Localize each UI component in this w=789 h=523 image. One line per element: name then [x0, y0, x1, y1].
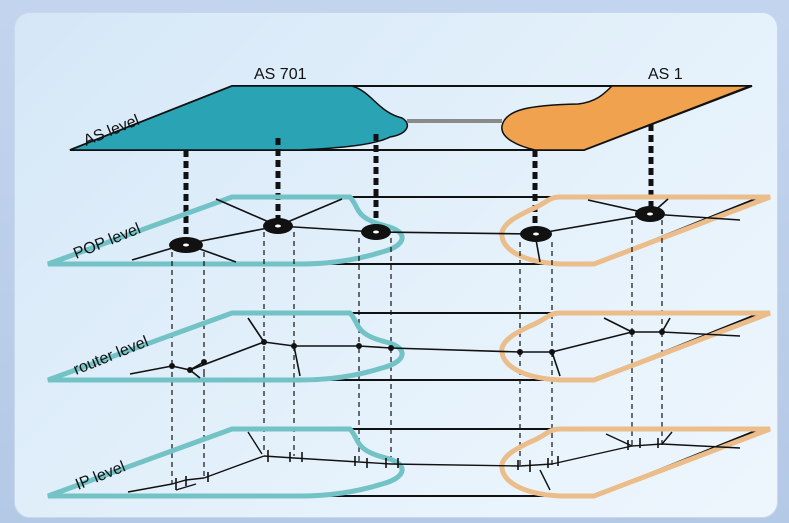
as-level-plane — [69, 85, 753, 151]
as-to-pop-links — [183, 124, 654, 244]
as-701-label: AS 701 — [254, 66, 307, 83]
as-1-router-outline — [499, 310, 771, 383]
as-701-router-outline — [47, 310, 405, 383]
ip-level-plane — [47, 426, 771, 499]
ip-level-label: IP level — [73, 458, 128, 493]
as-1-ip-outline — [499, 426, 771, 499]
as-1-region — [501, 85, 751, 151]
as-701-ip-outline — [47, 426, 405, 499]
pop-level-label: POP level — [71, 220, 143, 262]
router-to-ip-links — [171, 332, 663, 484]
as-701-pop-outline — [47, 194, 405, 267]
pop-level-plane — [47, 194, 771, 267]
as-701-region — [69, 85, 409, 151]
as-1-label: AS 1 — [648, 66, 683, 83]
as-1-pop-outline — [499, 194, 771, 267]
router-level-plane — [47, 310, 771, 383]
